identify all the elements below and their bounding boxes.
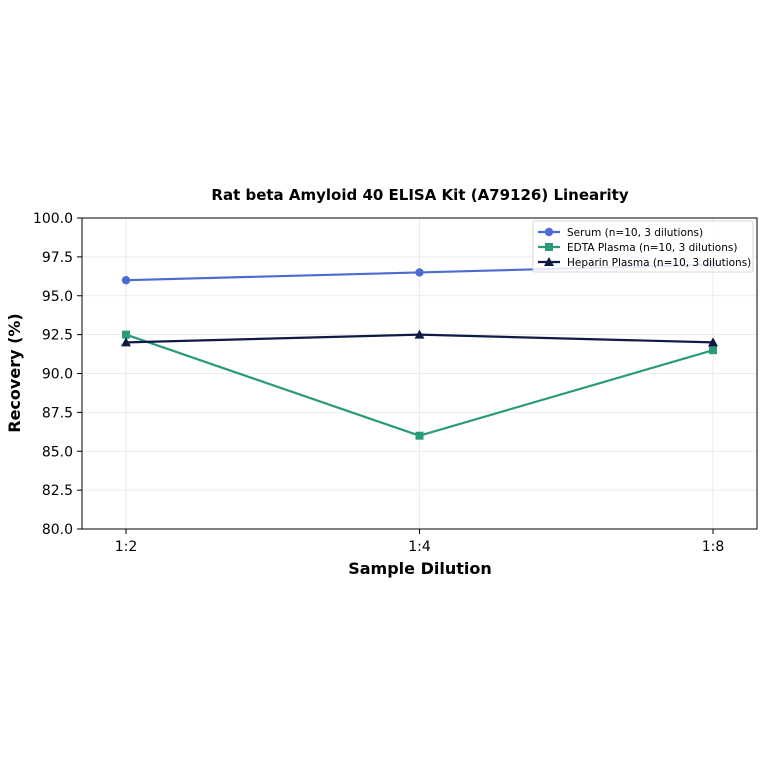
y-tick-label: 92.5 <box>42 328 73 344</box>
data-point <box>708 337 718 347</box>
x-tick-label: 1:4 <box>408 539 431 555</box>
legend-item: Heparin Plasma (n=10, 3 dilutions) <box>538 257 751 269</box>
y-tick-label: 97.5 <box>42 250 73 266</box>
y-tick-label: 90.0 <box>42 367 73 383</box>
y-tick-label: 87.5 <box>42 405 73 421</box>
legend-box <box>532 220 754 273</box>
legend-swatch-marker <box>545 243 553 251</box>
y-axis-label: Recovery (%) <box>5 313 24 432</box>
y-axis-ticks: 80.0 82.5 85.0 87.5 90.0 92.5 95.0 97.5 100.0 <box>33 211 82 538</box>
legend-label: Serum (n=10, 3 dilutions) <box>567 227 703 239</box>
legend-label: Heparin Plasma (n=10, 3 dilutions) <box>567 257 751 269</box>
x-axis-ticks: 1:2 1:4 1:8 <box>115 529 725 555</box>
legend: Serum (n=10, 3 dilutions) EDTA Plasma (n=… <box>532 220 754 273</box>
data-point <box>709 346 717 355</box>
data-point <box>414 329 425 339</box>
y-tick-label: 85.0 <box>42 444 73 460</box>
data-point <box>121 276 131 285</box>
x-tick-label: 1:2 <box>115 539 138 555</box>
legend-item: EDTA Plasma (n=10, 3 dilutions) <box>538 242 737 254</box>
x-tick-label: 1:8 <box>702 539 725 555</box>
y-tick-label: 100.0 <box>33 211 73 227</box>
legend-item: Serum (n=10, 3 dilutions) <box>538 227 703 239</box>
series-3 <box>121 329 718 347</box>
series-2 <box>122 330 717 440</box>
data-point <box>415 431 424 440</box>
y-tick-label: 80.0 <box>42 522 73 538</box>
legend-label: EDTA Plasma (n=10, 3 dilutions) <box>567 242 737 254</box>
x-axis-label: Sample Dilution <box>348 559 492 578</box>
legend-swatch-marker <box>544 227 554 237</box>
data-point <box>122 330 130 339</box>
data-point <box>415 268 424 277</box>
y-tick-label: 82.5 <box>42 483 73 499</box>
data-point <box>121 337 131 347</box>
y-tick-label: 95.0 <box>42 289 73 305</box>
legend-swatch-marker <box>544 257 554 266</box>
chart-title: Rat beta Amyloid 40 ELISA Kit (A79126) L… <box>211 186 628 204</box>
